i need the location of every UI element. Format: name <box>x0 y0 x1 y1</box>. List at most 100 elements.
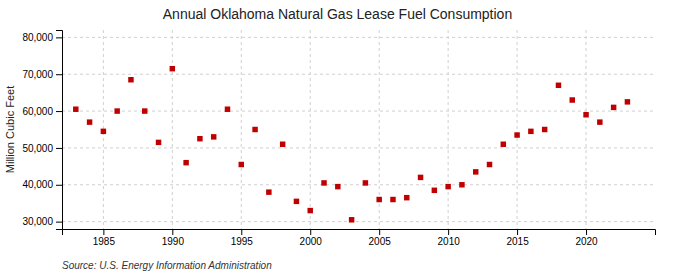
chart-title: Annual Oklahoma Natural Gas Lease Fuel C… <box>163 6 512 22</box>
y-tick-label: 50,000 <box>22 143 53 154</box>
y-tick: 30,000 <box>22 216 62 227</box>
x-tick-mark <box>241 229 242 235</box>
x-tick: 2015 <box>506 229 529 247</box>
point <box>197 136 202 141</box>
x-tick-mark <box>103 229 104 235</box>
x-tick: 2020 <box>575 229 598 247</box>
point <box>404 195 409 200</box>
point <box>445 184 450 189</box>
grid-line-x <box>586 30 587 229</box>
point <box>473 169 478 174</box>
point <box>376 197 381 202</box>
point <box>556 83 561 88</box>
grid-line-y <box>62 74 655 75</box>
x-tick: 2005 <box>369 229 392 247</box>
y-tick-mark <box>56 111 62 112</box>
point <box>101 129 106 134</box>
y-tick-label: 30,000 <box>22 216 53 227</box>
point <box>570 97 575 102</box>
point <box>128 77 133 82</box>
grid-line-y <box>62 111 655 112</box>
point <box>73 106 78 111</box>
point <box>183 160 188 165</box>
point <box>625 99 630 104</box>
y-tick: 70,000 <box>22 69 62 80</box>
point <box>487 162 492 167</box>
point <box>211 134 216 139</box>
point <box>142 108 147 113</box>
point <box>114 108 119 113</box>
grid-line-y <box>62 37 655 38</box>
y-tick-mark <box>56 222 62 223</box>
point <box>528 129 533 134</box>
y-tick-label: 40,000 <box>22 179 53 190</box>
point <box>390 197 395 202</box>
y-tick-mark <box>56 185 62 186</box>
point <box>170 66 175 71</box>
x-tick: 1985 <box>93 229 116 247</box>
point <box>321 180 326 185</box>
grid-line-x <box>517 30 518 229</box>
x-tick: 1995 <box>231 229 254 247</box>
x-tick-mark <box>448 229 449 235</box>
x-tick-label: 2010 <box>438 236 461 247</box>
y-tick: 60,000 <box>22 106 62 117</box>
point <box>514 132 519 137</box>
point <box>349 217 354 222</box>
grid-line-x <box>241 30 242 229</box>
grid-line-x <box>172 30 173 229</box>
y-tick-label: 80,000 <box>22 32 53 43</box>
point <box>611 105 616 110</box>
point <box>597 119 602 124</box>
grid-line-y <box>62 221 655 222</box>
x-tick-mark <box>310 229 311 235</box>
point <box>459 182 464 187</box>
y-tick-label: 70,000 <box>22 69 53 80</box>
point <box>280 142 285 147</box>
y-tick: 50,000 <box>22 143 62 154</box>
point <box>432 188 437 193</box>
plot-area: 1985 1990 1995 2000 2005 2010 2015 2020 30,000 40… <box>22 30 655 247</box>
x-tick-label: 2005 <box>369 236 392 247</box>
x-tick: 2000 <box>300 229 323 247</box>
point <box>266 189 271 194</box>
y-tick: 80,000 <box>22 32 62 43</box>
grid-line-y <box>62 147 655 148</box>
point <box>294 199 299 204</box>
y-tick-mark <box>56 74 62 75</box>
y-axis-title: Million Cubic Feet <box>4 86 16 173</box>
point <box>225 106 230 111</box>
y-tick-label: 60,000 <box>22 106 53 117</box>
point <box>239 162 244 167</box>
x-tick-mark <box>172 229 173 235</box>
x-axis: 1985 1990 1995 2000 2005 2010 2015 2020 <box>63 229 656 247</box>
chart-svg: 1985 1990 1995 2000 2005 2010 2015 2020 30,000 40… <box>0 0 675 275</box>
x-tick-label: 2020 <box>575 236 598 247</box>
grid-line-x <box>310 30 311 229</box>
y-tick-mark <box>56 148 62 149</box>
grid-line-y <box>62 184 655 185</box>
point <box>156 140 161 145</box>
point <box>363 180 368 185</box>
point <box>335 184 340 189</box>
x-tick-label: 1990 <box>162 236 185 247</box>
x-tick-mark <box>379 229 380 235</box>
x-tick-label: 1985 <box>93 236 116 247</box>
x-tick-label: 1995 <box>231 236 254 247</box>
x-tick-mark <box>586 229 587 235</box>
y-tick-mark <box>56 37 62 38</box>
y-tick: 40,000 <box>22 179 62 190</box>
x-tick: 1990 <box>162 229 185 247</box>
y-axis-line <box>56 31 63 230</box>
chart-container: 1985 1990 1995 2000 2005 2010 2015 2020 30,000 40… <box>0 0 675 275</box>
point <box>418 175 423 180</box>
point <box>87 119 92 124</box>
x-tick: 2010 <box>438 229 461 247</box>
x-tick-label: 2015 <box>506 236 529 247</box>
y-axis: 30,000 40,000 50,000 60,000 70,000 80,000 <box>22 31 62 230</box>
source-note: Source: U.S. Energy Information Administ… <box>62 260 272 271</box>
point <box>542 127 547 132</box>
x-tick-label: 2000 <box>300 236 323 247</box>
point <box>252 127 257 132</box>
point <box>501 142 506 147</box>
